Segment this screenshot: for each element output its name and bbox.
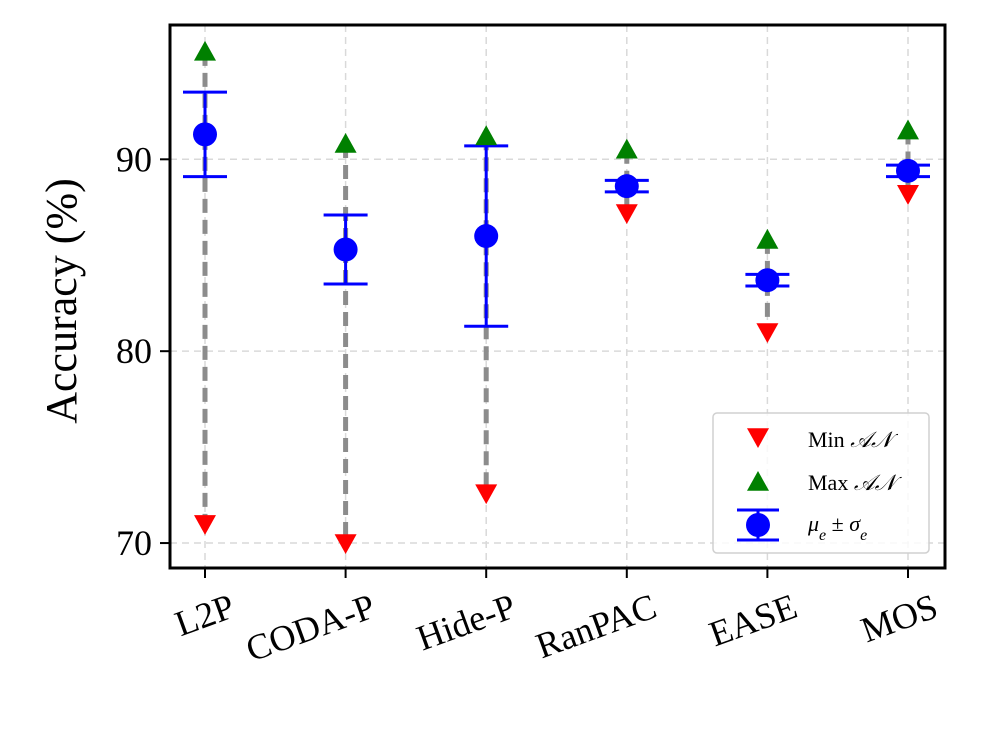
legend-min-text: Min xyxy=(808,427,850,452)
legend-pm: ± xyxy=(826,511,849,536)
min-marker-ranpac xyxy=(615,204,638,225)
plot-frame xyxy=(168,23,947,570)
legend-mean-marker xyxy=(737,508,779,542)
x-tick-label-coda-p: CODA-P xyxy=(241,586,381,669)
x-tick-label-ease: EASE xyxy=(704,586,802,654)
max-marker-ranpac xyxy=(615,138,638,159)
y-tick-label-80: 80 xyxy=(116,331,152,371)
min-marker-hide-p xyxy=(475,484,498,505)
legend-max-symbol: 𝒜𝒩 xyxy=(854,470,903,495)
mean-marker-coda-p xyxy=(333,237,358,262)
error-bars xyxy=(183,90,930,328)
mean-marker-hide-p xyxy=(474,224,499,249)
min-marker-coda-p xyxy=(334,534,357,555)
y-axis-label: Accuracy (%) xyxy=(37,178,86,424)
x-tick-label-ranpac: RanPAC xyxy=(531,586,662,666)
legend-mean-label: μe ± σe xyxy=(807,511,867,544)
legend-max-triangle xyxy=(747,471,769,491)
max-marker-coda-p xyxy=(334,132,357,153)
legend-sigma-sub: e xyxy=(860,527,867,544)
legend-max-marker xyxy=(747,471,769,491)
min-marker-l2p xyxy=(194,515,216,535)
x-tick-label-mos: MOS xyxy=(856,586,943,650)
x-tick-label-hide-p: Hide-P xyxy=(411,586,521,658)
max-marker-ease xyxy=(756,228,779,249)
max-marker-l2p xyxy=(194,40,216,61)
y-tick-label-70: 70 xyxy=(116,523,152,563)
mean-marker-l2p xyxy=(193,122,217,147)
legend-min-label: Min 𝒜𝒩 xyxy=(808,427,899,452)
min-marker-ease xyxy=(756,323,779,343)
markers xyxy=(193,40,920,555)
mean-marker-mos xyxy=(896,158,920,183)
max-marker-mos xyxy=(897,119,919,140)
legend-min-triangle xyxy=(747,428,769,448)
legend: Min 𝒜𝒩 Max 𝒜𝒩 μe ± σe xyxy=(712,412,930,554)
legend-min-marker xyxy=(747,428,769,448)
legend-sigma: σ xyxy=(849,511,861,536)
legend-mu-sub: e xyxy=(819,527,826,544)
ticks: L2P CODA-P Hide-P RanPAC EASE MOS 70 80 90 xyxy=(116,139,943,669)
y-tick-label-90: 90 xyxy=(116,139,152,179)
legend-min-symbol: 𝒜𝒩 xyxy=(850,427,899,452)
mean-marker-ease xyxy=(755,268,780,293)
legend-max-label: Max 𝒜𝒩 xyxy=(808,470,903,495)
legend-mu: μ xyxy=(807,511,819,536)
legend-max-text: Max xyxy=(808,470,854,495)
mean-marker-ranpac xyxy=(614,174,639,199)
legend-mean-circle xyxy=(746,513,770,537)
x-tick-label-l2p: L2P xyxy=(170,586,240,644)
max-marker-hide-p xyxy=(475,125,498,146)
min-marker-mos xyxy=(897,185,919,205)
